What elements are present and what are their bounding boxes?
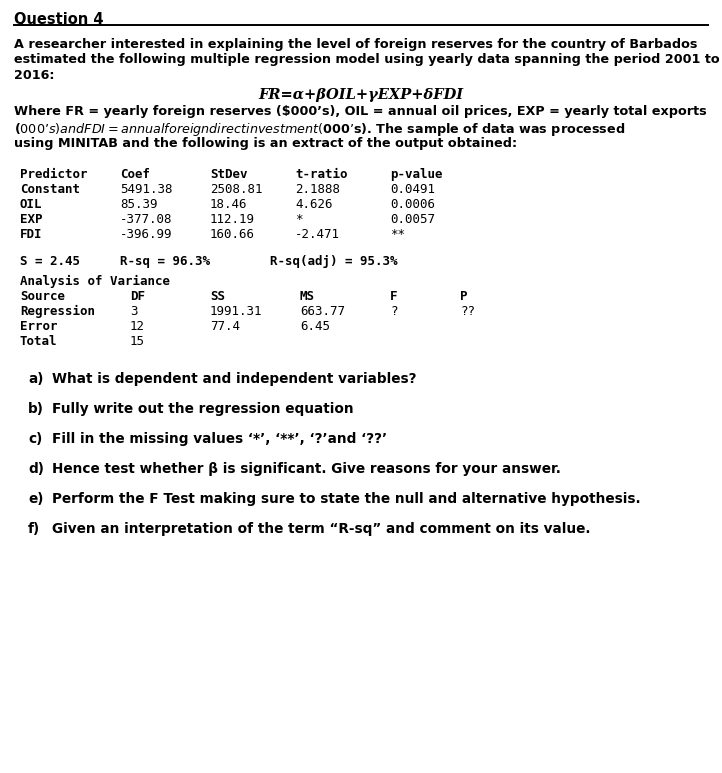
Text: R-sq(adj) = 95.3%: R-sq(adj) = 95.3% xyxy=(270,255,398,268)
Text: 112.19: 112.19 xyxy=(210,213,255,226)
Text: F: F xyxy=(390,290,398,303)
Text: ($000’s) and FDI = annual foreign direct investment ($000’s). The sample of data: ($000’s) and FDI = annual foreign direct… xyxy=(14,121,625,138)
Text: using MINITAB and the following is an extract of the output obtained:: using MINITAB and the following is an ex… xyxy=(14,137,517,149)
Text: DF: DF xyxy=(130,290,145,303)
Text: -2.471: -2.471 xyxy=(295,228,340,241)
Text: 2016:: 2016: xyxy=(14,69,54,82)
Text: e): e) xyxy=(28,492,43,506)
Text: ?: ? xyxy=(390,305,398,318)
Text: f): f) xyxy=(28,522,40,536)
Text: 6.45: 6.45 xyxy=(300,320,330,333)
Text: 2508.81: 2508.81 xyxy=(210,183,263,196)
Text: 3: 3 xyxy=(130,305,137,318)
Text: Error: Error xyxy=(20,320,58,333)
Text: P: P xyxy=(460,290,468,303)
Text: **: ** xyxy=(390,228,405,241)
Text: ??: ?? xyxy=(460,305,475,318)
Text: 2.1888: 2.1888 xyxy=(295,183,340,196)
Text: 4.626: 4.626 xyxy=(295,198,333,211)
Text: 77.4: 77.4 xyxy=(210,320,240,333)
Text: MS: MS xyxy=(300,290,315,303)
Text: -396.99: -396.99 xyxy=(120,228,173,241)
Text: S = 2.45: S = 2.45 xyxy=(20,255,80,268)
Text: c): c) xyxy=(28,432,43,446)
Text: Predictor: Predictor xyxy=(20,168,87,181)
Text: a): a) xyxy=(28,372,43,386)
Text: Fully write out the regression equation: Fully write out the regression equation xyxy=(52,402,354,416)
Text: 0.0006: 0.0006 xyxy=(390,198,435,211)
Text: p-value: p-value xyxy=(390,168,443,181)
Text: 0.0057: 0.0057 xyxy=(390,213,435,226)
Text: Question 4: Question 4 xyxy=(14,12,103,27)
Text: R-sq = 96.3%: R-sq = 96.3% xyxy=(120,255,210,268)
Text: 18.46: 18.46 xyxy=(210,198,248,211)
Text: *: * xyxy=(295,213,303,226)
Text: Total: Total xyxy=(20,335,58,348)
Text: Coef: Coef xyxy=(120,168,150,181)
Text: estimated the following multiple regression model using yearly data spanning the: estimated the following multiple regress… xyxy=(14,53,720,66)
Text: 1991.31: 1991.31 xyxy=(210,305,263,318)
Text: Analysis of Variance: Analysis of Variance xyxy=(20,275,170,288)
Text: What is dependent and independent variables?: What is dependent and independent variab… xyxy=(52,372,417,386)
Text: A researcher interested in explaining the level of foreign reserves for the coun: A researcher interested in explaining th… xyxy=(14,38,697,51)
Text: Constant: Constant xyxy=(20,183,80,196)
Text: d): d) xyxy=(28,462,44,476)
Text: 85.39: 85.39 xyxy=(120,198,157,211)
Text: StDev: StDev xyxy=(210,168,248,181)
Text: 15: 15 xyxy=(130,335,145,348)
Text: 663.77: 663.77 xyxy=(300,305,345,318)
Text: Given an interpretation of the term “R-sq” and comment on its value.: Given an interpretation of the term “R-s… xyxy=(52,522,591,536)
Text: Hence test whether β is significant. Give reasons for your answer.: Hence test whether β is significant. Giv… xyxy=(52,462,561,476)
Text: b): b) xyxy=(28,402,44,416)
Text: 12: 12 xyxy=(130,320,145,333)
Text: 160.66: 160.66 xyxy=(210,228,255,241)
Text: t-ratio: t-ratio xyxy=(295,168,347,181)
Text: EXP: EXP xyxy=(20,213,43,226)
Text: Fill in the missing values ‘*’, ‘**’, ‘?’and ‘??’: Fill in the missing values ‘*’, ‘**’, ‘?… xyxy=(52,432,387,446)
Text: SS: SS xyxy=(210,290,225,303)
Text: Perform the F Test making sure to state the null and alternative hypothesis.: Perform the F Test making sure to state … xyxy=(52,492,640,506)
Text: 0.0491: 0.0491 xyxy=(390,183,435,196)
Text: Where FR = yearly foreign reserves ($000’s), OIL = annual oil prices, EXP = year: Where FR = yearly foreign reserves ($000… xyxy=(14,105,707,118)
Text: 5491.38: 5491.38 xyxy=(120,183,173,196)
Text: Regression: Regression xyxy=(20,305,95,318)
Text: FDI: FDI xyxy=(20,228,43,241)
Text: -377.08: -377.08 xyxy=(120,213,173,226)
Text: Source: Source xyxy=(20,290,65,303)
Text: OIL: OIL xyxy=(20,198,43,211)
Text: FR=α+βOIL+γEXP+δFDI: FR=α+βOIL+γEXP+δFDI xyxy=(258,88,464,103)
